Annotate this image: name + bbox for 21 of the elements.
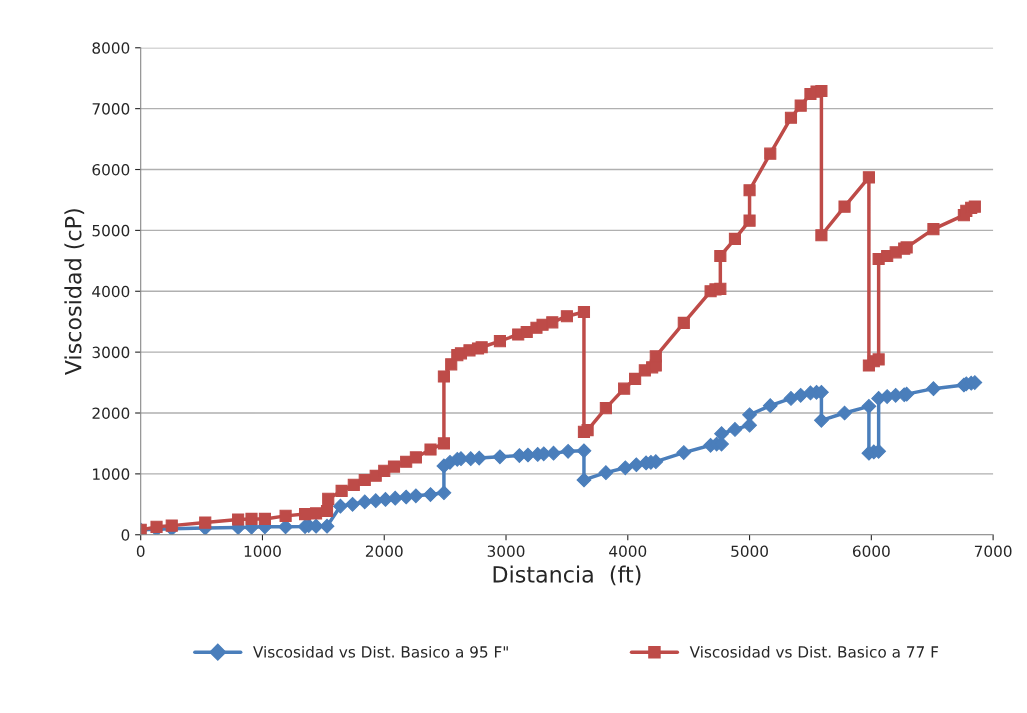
y-tick-label: 1000 (93, 468, 130, 480)
y-tick-label: 2000 (92, 407, 130, 420)
x-tick-label: 0 (136, 545, 145, 557)
x-axis-title: Distancia (ft) (493, 565, 641, 586)
legend-label: Viscosidad vs Dist. Basico a 95 F" (253, 645, 508, 658)
x-tick-label: 1000 (244, 545, 281, 557)
y-tick-label: 6000 (92, 163, 130, 176)
x-tick-label: 6000 (852, 545, 890, 557)
y-axis-title: Viscosidad (cP) (64, 209, 85, 376)
y-tick-label: 3000 (92, 346, 130, 359)
y-tick-label: 0 (121, 529, 130, 541)
x-tick-label: 3000 (487, 545, 525, 557)
y-tick-label: 8000 (92, 42, 130, 54)
legend-label: Viscosidad vs Dist. Basico a 77 F (689, 645, 939, 658)
y-tick-label: 5000 (92, 224, 130, 237)
x-tick-label: 2000 (365, 545, 403, 557)
y-tick-label: 7000 (92, 103, 130, 115)
x-tick-label: 7000 (974, 545, 1012, 557)
x-tick-label: 4000 (609, 545, 647, 557)
x-tick-label: 5000 (731, 545, 768, 557)
y-tick-label: 4000 (92, 285, 130, 298)
